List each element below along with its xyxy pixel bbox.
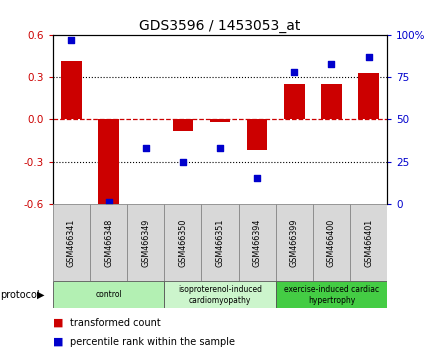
Bar <box>313 204 350 281</box>
Bar <box>238 204 276 281</box>
Point <box>180 159 187 164</box>
Point <box>142 145 149 151</box>
Bar <box>350 204 387 281</box>
Text: GSM466401: GSM466401 <box>364 218 373 267</box>
Text: ■: ■ <box>53 337 63 347</box>
Text: control: control <box>95 290 122 299</box>
Bar <box>276 281 387 308</box>
Bar <box>164 204 202 281</box>
Bar <box>127 204 164 281</box>
Text: GSM466400: GSM466400 <box>327 218 336 267</box>
Bar <box>359 73 379 119</box>
Bar <box>53 281 164 308</box>
Text: exercise-induced cardiac
hypertrophy: exercise-induced cardiac hypertrophy <box>284 285 379 305</box>
Text: GSM466349: GSM466349 <box>141 218 150 267</box>
Bar <box>172 119 193 131</box>
Point <box>253 176 260 181</box>
Point <box>216 145 224 151</box>
Point <box>365 55 372 60</box>
Text: ▶: ▶ <box>37 290 45 300</box>
Text: GSM466348: GSM466348 <box>104 218 113 267</box>
Text: transformed count: transformed count <box>70 318 161 328</box>
Point <box>328 61 335 67</box>
Bar <box>284 85 304 119</box>
Text: GSM466341: GSM466341 <box>67 218 76 267</box>
Bar <box>210 119 230 122</box>
Text: GSM466394: GSM466394 <box>253 218 262 267</box>
Text: ■: ■ <box>53 318 63 328</box>
Bar <box>53 204 90 281</box>
Text: isoproterenol-induced
cardiomyopathy: isoproterenol-induced cardiomyopathy <box>178 285 262 305</box>
Bar <box>247 119 268 150</box>
Bar <box>276 204 313 281</box>
Bar <box>321 85 342 119</box>
Bar <box>164 281 276 308</box>
Text: GSM466399: GSM466399 <box>290 218 299 267</box>
Point <box>291 69 298 75</box>
Bar <box>90 204 127 281</box>
Point <box>68 38 75 43</box>
Bar <box>98 119 119 206</box>
Bar <box>61 61 81 119</box>
Point <box>105 199 112 205</box>
Text: percentile rank within the sample: percentile rank within the sample <box>70 337 235 347</box>
Text: protocol: protocol <box>0 290 40 300</box>
Bar <box>202 204 238 281</box>
Text: GSM466350: GSM466350 <box>178 218 187 267</box>
Title: GDS3596 / 1453053_at: GDS3596 / 1453053_at <box>139 19 301 33</box>
Text: GSM466351: GSM466351 <box>216 218 224 267</box>
